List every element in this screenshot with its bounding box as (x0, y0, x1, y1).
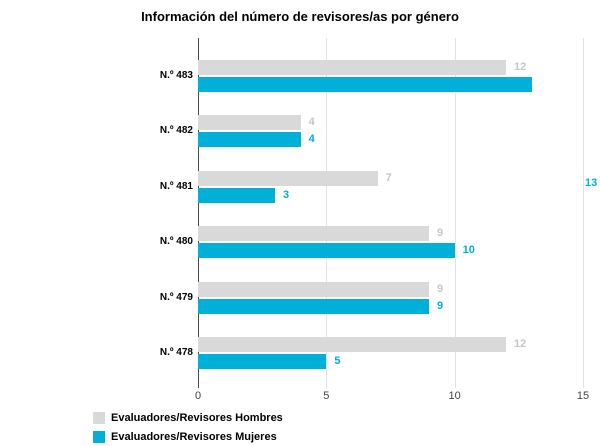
x-tick-label-0: 0 (194, 390, 202, 402)
bar-mujeres[interactable] (198, 243, 455, 258)
category-label: N.º 481 (159, 181, 193, 192)
bar-group: N.º 478 12 5 (160, 337, 583, 369)
legend-label-mujeres: Evaluadores/Revisores Mujeres (111, 431, 277, 443)
bar-hombres[interactable] (198, 115, 301, 130)
bar-group: N.º 480 9 10 (160, 226, 583, 258)
category-label: N.º 478 (159, 347, 193, 358)
y-axis-line (198, 38, 199, 388)
bar-group: N.º 479 9 9 (160, 282, 583, 314)
plot-area: 13 0 5 10 15 N.º 483 12 N.º 482 4 4 N.º 481 7 3 N.º … (160, 38, 597, 402)
x-tick-label-5: 5 (323, 390, 330, 402)
bar-hombres[interactable] (198, 171, 378, 186)
bar-value-label: 9 (437, 283, 444, 295)
bar-group: N.º 482 4 4 (160, 115, 583, 147)
gridline-5 (326, 38, 328, 388)
gridline-10 (454, 38, 456, 388)
bar-mujeres[interactable] (198, 188, 275, 203)
category-label: N.º 479 (159, 292, 193, 303)
edge-annotation: 13 (585, 177, 598, 189)
legend: Evaluadores/Revisores Hombres Evaluadore… (93, 412, 283, 446)
bar-mujeres[interactable] (198, 354, 327, 369)
bar-group: N.º 483 12 (160, 60, 583, 92)
bar-hombres[interactable] (198, 60, 506, 75)
bar-value-label: 4 (308, 133, 315, 145)
legend-swatch-hombres-icon (93, 412, 105, 424)
bar-value-label: 10 (462, 244, 475, 256)
bar-value-label: 4 (308, 116, 315, 128)
legend-item-mujeres: Evaluadores/Revisores Mujeres (93, 431, 283, 443)
bar-value-label: 12 (514, 338, 527, 350)
bar-value-label: 5 (334, 355, 341, 367)
bar-value-label: 9 (437, 227, 444, 239)
bar-group: N.º 481 7 3 (160, 171, 583, 203)
gridline-15 (583, 38, 584, 388)
bar-hombres[interactable] (198, 226, 429, 241)
bar-value-label: 9 (437, 300, 444, 312)
bar-hombres[interactable] (198, 337, 506, 352)
bar-value-label: 7 (385, 172, 392, 184)
bar-mujeres[interactable] (198, 77, 532, 92)
bar-value-label: 3 (283, 189, 290, 201)
category-label: N.º 482 (159, 125, 193, 136)
x-tick-label-15: 15 (576, 390, 590, 402)
bar-mujeres[interactable] (198, 299, 429, 314)
bar-value-label: 12 (514, 61, 527, 73)
bar-hombres[interactable] (198, 282, 429, 297)
chart-title: Información del número de revisores/as p… (141, 9, 459, 24)
legend-swatch-mujeres-icon (93, 431, 105, 443)
category-label: N.º 483 (159, 70, 193, 81)
x-tick-label-10: 10 (448, 390, 461, 402)
legend-item-hombres: Evaluadores/Revisores Hombres (93, 412, 283, 424)
bar-mujeres[interactable] (198, 132, 301, 147)
category-label: N.º 480 (159, 236, 193, 247)
legend-label-hombres: Evaluadores/Revisores Hombres (111, 412, 283, 424)
